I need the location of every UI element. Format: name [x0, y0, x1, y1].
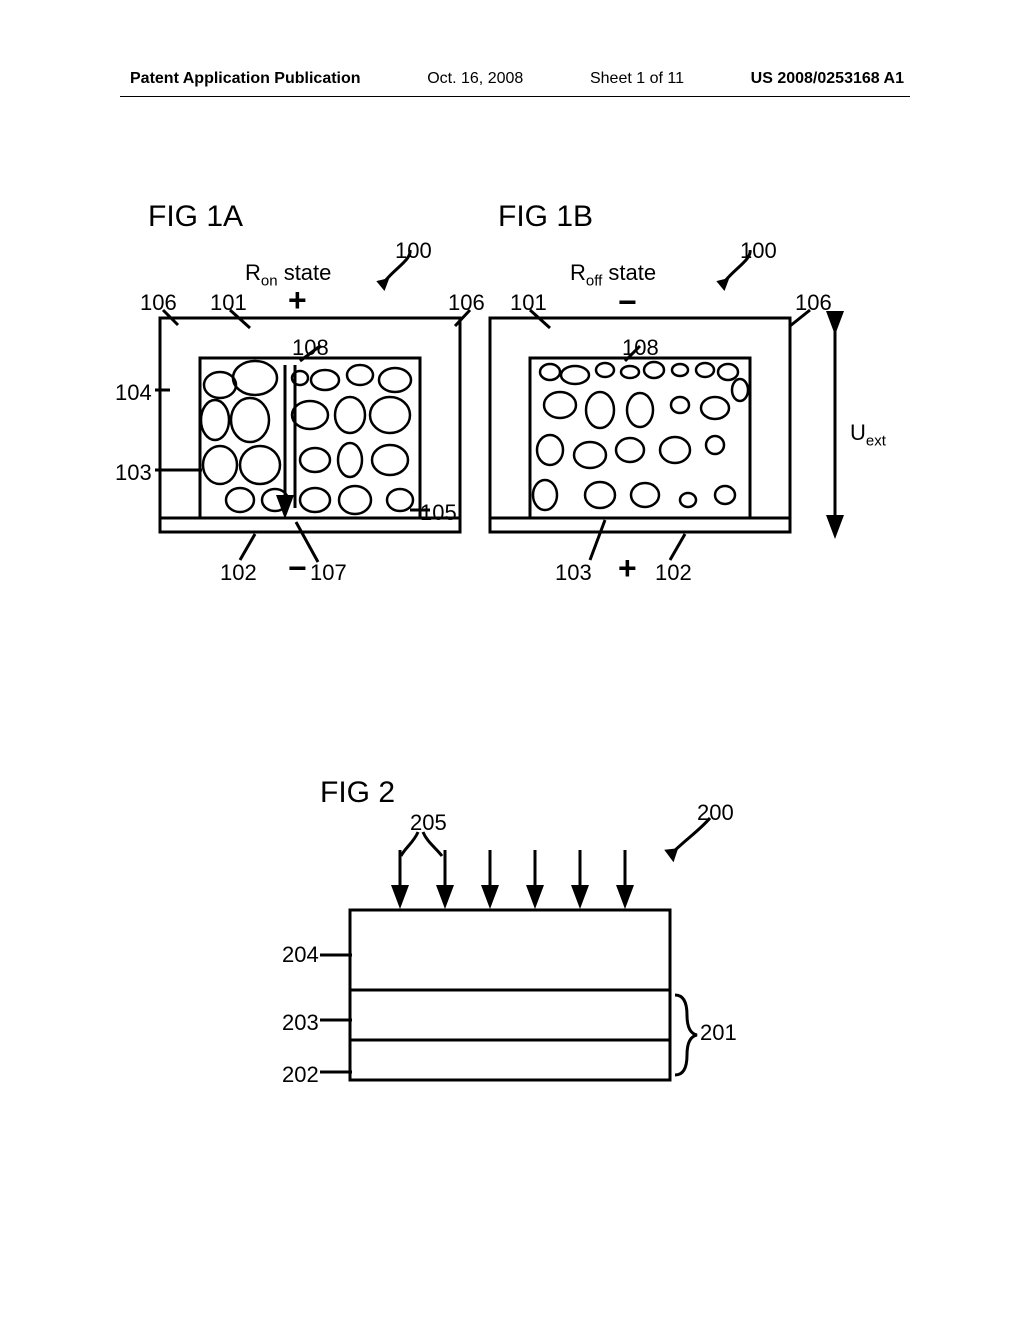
fig1-svg: [100, 250, 900, 590]
fig1b-label: FIG 1B: [498, 200, 593, 234]
fig2-svg: [270, 800, 770, 1110]
header-rule: [120, 96, 910, 97]
header-sheet: Sheet 1 of 11: [590, 70, 684, 88]
header-date: Oct. 16, 2008: [427, 70, 523, 88]
fig1a-label: FIG 1A: [148, 200, 243, 234]
header-pubnum: US 2008/0253168 A1: [751, 70, 904, 88]
page-header: Patent Application Publication Oct. 16, …: [0, 70, 1024, 88]
header-publication: Patent Application Publication: [130, 70, 361, 88]
